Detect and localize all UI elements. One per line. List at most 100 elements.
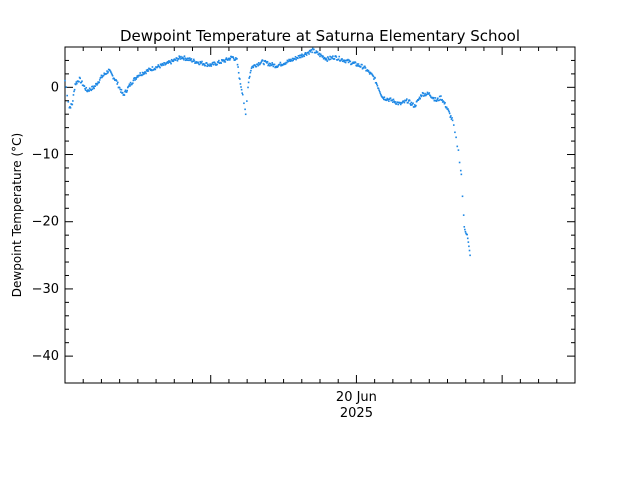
data-point — [72, 100, 74, 102]
data-point — [419, 97, 421, 100]
data-point — [443, 101, 445, 103]
data-point — [218, 59, 220, 62]
data-point — [444, 101, 446, 104]
data-point — [265, 61, 268, 63]
data-point — [138, 74, 141, 77]
data-point — [378, 90, 381, 93]
data-point — [413, 106, 415, 108]
data-point — [103, 72, 106, 75]
data-point — [237, 66, 239, 68]
data-point — [304, 52, 307, 54]
data-point — [347, 61, 350, 64]
data-point — [355, 65, 358, 67]
data-point — [303, 55, 306, 58]
data-point — [291, 60, 293, 62]
data-point — [377, 87, 380, 90]
data-point — [183, 58, 185, 61]
data-point — [170, 62, 172, 65]
data-point — [276, 66, 279, 68]
data-point — [168, 61, 171, 63]
data-point — [197, 62, 200, 64]
data-point — [341, 58, 343, 60]
data-point — [210, 65, 213, 67]
data-point — [110, 71, 112, 73]
data-point — [406, 98, 408, 100]
data-point — [368, 71, 370, 74]
data-point — [308, 53, 310, 55]
data-point — [343, 61, 346, 63]
data-point — [410, 101, 413, 104]
data-point — [340, 59, 342, 62]
data-point — [179, 56, 181, 59]
data-point — [319, 55, 321, 58]
y-tick-label: −40 — [32, 349, 59, 364]
x-tick-label-date: 20 Jun — [336, 390, 377, 405]
data-point — [151, 66, 154, 68]
data-point — [204, 64, 207, 67]
data-point — [447, 109, 450, 112]
data-point — [227, 59, 229, 61]
data-point — [217, 61, 220, 64]
data-point — [153, 67, 156, 70]
data-point — [212, 63, 215, 66]
data-point — [208, 65, 211, 67]
data-point — [426, 91, 429, 94]
data-point — [407, 100, 410, 102]
data-point — [69, 105, 71, 108]
data-point — [378, 89, 380, 92]
data-point — [162, 64, 165, 66]
data-point — [382, 97, 385, 100]
data-point — [422, 92, 425, 95]
data-point — [272, 65, 275, 68]
data-point — [409, 104, 412, 106]
data-point — [102, 74, 105, 77]
data-point — [244, 113, 247, 116]
data-point — [145, 72, 147, 75]
data-point — [379, 92, 382, 95]
data-point — [124, 90, 126, 93]
data-point — [222, 59, 225, 61]
data-point — [299, 56, 302, 59]
data-point — [434, 99, 436, 102]
data-point — [305, 54, 308, 56]
data-point — [269, 62, 272, 65]
data-point — [100, 76, 102, 79]
data-point — [286, 59, 289, 62]
data-point — [65, 86, 67, 88]
data-point — [282, 63, 285, 66]
data-point — [420, 95, 423, 98]
data-point — [367, 69, 370, 72]
data-point — [273, 63, 276, 66]
data-point — [243, 102, 245, 105]
data-point — [376, 84, 379, 87]
data-point — [392, 98, 395, 101]
data-point — [106, 70, 108, 72]
data-point — [94, 85, 97, 87]
data-point — [357, 63, 360, 65]
data-point — [139, 72, 141, 74]
data-point — [421, 94, 423, 97]
data-point — [141, 71, 144, 74]
data-point — [193, 60, 196, 62]
data-point — [141, 74, 143, 77]
data-point — [271, 63, 274, 66]
data-point — [337, 58, 340, 61]
data-point — [201, 60, 203, 63]
data-point — [280, 63, 283, 66]
data-point — [432, 97, 435, 99]
data-point — [163, 62, 166, 64]
data-point — [322, 57, 325, 60]
data-point — [73, 88, 76, 91]
data-point — [395, 103, 398, 105]
data-point — [411, 104, 413, 106]
data-point — [260, 61, 262, 64]
data-point — [271, 62, 274, 64]
data-point — [86, 90, 89, 93]
data-point — [106, 72, 109, 74]
data-point — [167, 62, 169, 64]
data-point — [209, 64, 212, 66]
data-point — [179, 58, 182, 60]
data-point — [142, 73, 144, 76]
data-point — [435, 100, 438, 102]
data-point — [287, 60, 290, 63]
